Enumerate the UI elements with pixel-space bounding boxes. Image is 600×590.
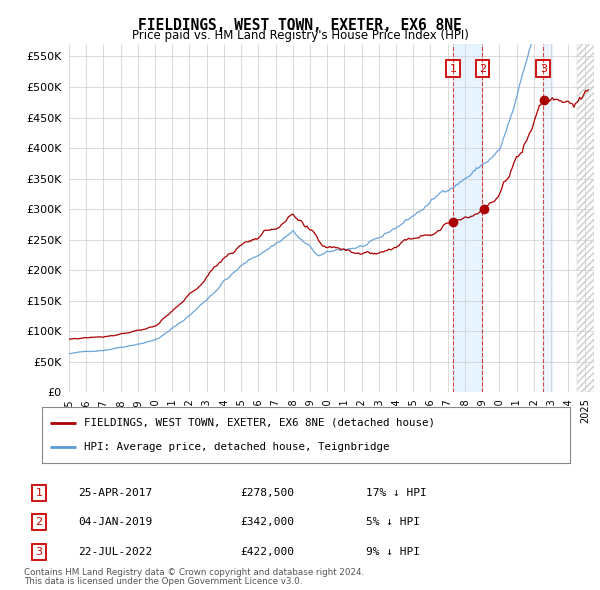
Text: 9% ↓ HPI: 9% ↓ HPI [366, 547, 420, 556]
Text: £342,000: £342,000 [240, 517, 294, 527]
Text: 17% ↓ HPI: 17% ↓ HPI [366, 488, 427, 497]
Text: £422,000: £422,000 [240, 547, 294, 556]
Text: FIELDINGS, WEST TOWN, EXETER, EX6 8NE (detached house): FIELDINGS, WEST TOWN, EXETER, EX6 8NE (d… [84, 418, 435, 428]
Text: Contains HM Land Registry data © Crown copyright and database right 2024.: Contains HM Land Registry data © Crown c… [24, 568, 364, 577]
Text: 22-JUL-2022: 22-JUL-2022 [78, 547, 152, 556]
Text: FIELDINGS, WEST TOWN, EXETER, EX6 8NE: FIELDINGS, WEST TOWN, EXETER, EX6 8NE [138, 18, 462, 32]
Text: Price paid vs. HM Land Registry's House Price Index (HPI): Price paid vs. HM Land Registry's House … [131, 30, 469, 42]
Text: HPI: Average price, detached house, Teignbridge: HPI: Average price, detached house, Teig… [84, 442, 390, 453]
Text: 2: 2 [479, 64, 486, 74]
Bar [543, 44, 552, 392]
Text: 3: 3 [35, 547, 43, 556]
Text: 25-APR-2017: 25-APR-2017 [78, 488, 152, 497]
Text: £278,500: £278,500 [240, 488, 294, 497]
Text: 1: 1 [449, 64, 457, 74]
Text: This data is licensed under the Open Government Licence v3.0.: This data is licensed under the Open Gov… [24, 578, 302, 586]
Text: 3: 3 [540, 64, 547, 74]
Text: 5% ↓ HPI: 5% ↓ HPI [366, 517, 420, 527]
Bar [453, 44, 482, 392]
Text: 1: 1 [35, 488, 43, 497]
Text: 04-JAN-2019: 04-JAN-2019 [78, 517, 152, 527]
Text: 2: 2 [35, 517, 43, 527]
